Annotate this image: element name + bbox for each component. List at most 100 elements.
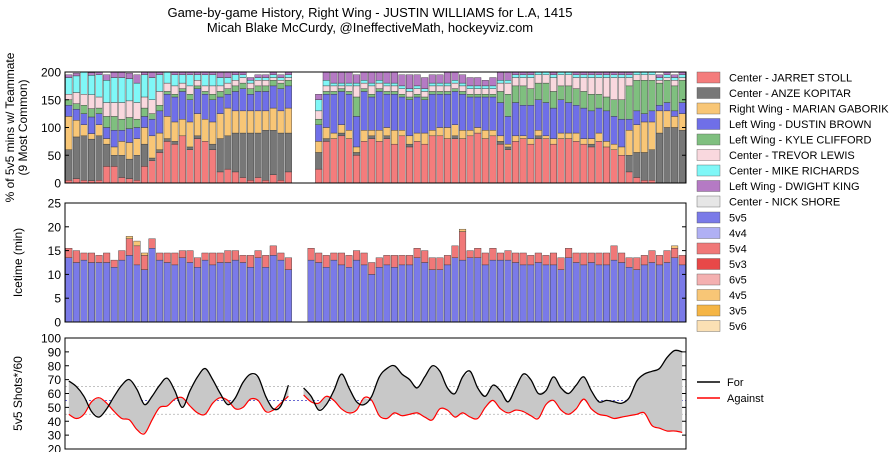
bar-segment (443, 264, 451, 323)
bar-segment (194, 267, 202, 323)
bar-segment (618, 146, 626, 156)
bar-segment (519, 85, 527, 106)
bar-segment (345, 267, 353, 323)
bar-segment (277, 77, 285, 81)
bar-segment (580, 264, 588, 323)
bar-segment (481, 85, 489, 89)
legend-swatch (696, 211, 721, 224)
bar-segment (141, 74, 148, 98)
bar-segment (557, 257, 565, 270)
bar-segment (337, 135, 345, 184)
bar-segment (148, 160, 156, 184)
bar-segment (216, 85, 224, 92)
bar-segment (428, 257, 436, 270)
bar-segment (118, 102, 126, 120)
bar-segment (353, 155, 361, 184)
bar-segment (65, 74, 73, 78)
bar-segment (648, 250, 656, 263)
legend-label: 5v3 (729, 259, 747, 271)
bar-segment (663, 110, 671, 128)
bar-segment (504, 82, 512, 95)
bar-segment (65, 93, 73, 100)
bar-segment (375, 257, 383, 268)
bar-segment (110, 259, 118, 268)
bar-segment (413, 257, 421, 323)
bar-segment (330, 138, 338, 184)
bar-segment (269, 77, 277, 81)
bar-segment (663, 262, 671, 323)
bar-segment (330, 259, 338, 323)
bar-segment (178, 135, 186, 184)
bar-segment (572, 77, 580, 89)
bar-segment (65, 248, 73, 258)
bar-segment (345, 93, 353, 131)
bar-segment (224, 93, 232, 109)
bar-segment (421, 91, 429, 98)
bar-segment (156, 105, 164, 112)
legend-swatch (696, 149, 721, 161)
bar-segment (443, 71, 451, 84)
bar-segment (209, 264, 217, 323)
bar-segment (512, 252, 520, 263)
bar-segment (459, 231, 467, 261)
bar-segment (330, 252, 338, 261)
bar-segment (337, 71, 345, 84)
bar-segment (390, 85, 398, 92)
bar-segment (504, 259, 512, 323)
bar-segment (345, 82, 353, 87)
bar-segment (436, 257, 444, 270)
bar-segment (194, 74, 202, 81)
bar-segment (277, 88, 285, 112)
bar-segment (72, 72, 80, 77)
bar-segment (519, 252, 527, 266)
legend-label: Against (727, 393, 764, 405)
legend-swatch (696, 227, 721, 239)
bar-segment (459, 259, 467, 323)
bar-segment (603, 77, 610, 98)
bar-segment (390, 255, 398, 268)
bar-segment (88, 262, 95, 323)
bar-segment (656, 255, 663, 266)
bar-segment (678, 264, 686, 323)
bar-segment (587, 77, 595, 95)
bar-segment (284, 257, 292, 270)
bar-segment (186, 99, 194, 123)
bar-segment (322, 138, 330, 142)
bar-segment (678, 80, 686, 103)
bar-segment (671, 116, 679, 128)
y-tick-label: 80 (48, 359, 62, 373)
bar-segment (421, 99, 429, 134)
bar-segment (633, 257, 641, 270)
bar-segment (625, 118, 633, 131)
panel-3-frame (64, 337, 687, 450)
bar-segment (163, 91, 171, 95)
bar-segment (557, 85, 565, 100)
bar-segment (474, 132, 482, 184)
bar-segment (595, 77, 603, 95)
bar-segment (262, 110, 270, 131)
bar-segment (648, 80, 656, 112)
bar-segment (375, 71, 383, 81)
bar-segment (103, 102, 111, 117)
bar-segment (519, 264, 527, 323)
bar-segment (337, 252, 345, 266)
bar-segment (277, 110, 285, 134)
bar-segment (595, 252, 603, 266)
bar-segment (436, 74, 444, 84)
bar-segment (428, 82, 436, 87)
bar-segment (534, 138, 542, 184)
bar-segment (239, 132, 247, 178)
bar-segment (110, 146, 118, 156)
bar-segment (103, 166, 111, 184)
bar-segment (390, 71, 398, 84)
bar-segment (466, 257, 474, 323)
legend-swatch (696, 71, 721, 84)
bar-segment (360, 141, 368, 184)
bar-segment (489, 85, 497, 89)
bar-segment (277, 259, 285, 323)
bar-segment (542, 138, 550, 184)
bar-segment (72, 108, 80, 121)
bar-segment (572, 132, 580, 142)
y-tick-label: 20 (48, 220, 62, 234)
